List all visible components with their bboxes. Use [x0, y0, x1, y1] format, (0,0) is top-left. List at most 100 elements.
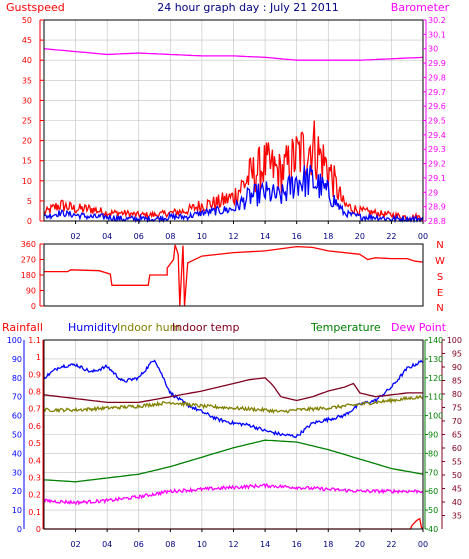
grid-lines — [44, 19, 423, 530]
series-indoor-hum — [43, 394, 424, 415]
x-tick-label: 10 — [197, 540, 207, 549]
x-tick-label: 04 — [102, 232, 112, 241]
gust-tick-label: 20 — [22, 137, 32, 146]
gust-tick-label: 15 — [22, 157, 32, 166]
dew-point-tick-label: 70 — [452, 417, 462, 426]
direction-tick-label: 0 — [31, 302, 36, 311]
gust-tick-label: 0 — [27, 217, 32, 226]
temperature-tick-label: 70 — [428, 468, 438, 477]
gust-tick-label: 5 — [27, 197, 32, 206]
humidity-tick-label: 100 — [7, 336, 22, 345]
gust-tick-label: 50 — [22, 16, 32, 25]
dew-point-tick-label: 65 — [452, 431, 462, 440]
series-lines — [43, 48, 424, 530]
humidity-tick-label: 70 — [12, 393, 22, 402]
legend-indoor-temp: Indoor temp — [172, 321, 239, 334]
x-tick-label: 14 — [260, 540, 270, 549]
dew-point-tick-label: 40 — [452, 498, 462, 507]
dew-point-tick-label: 100 — [447, 336, 462, 345]
x-tick-label: 18 — [323, 540, 333, 549]
gust-tick-label: 45 — [22, 36, 32, 45]
barometer-axis-label: Barometer — [391, 1, 450, 14]
temperature-tick-label: 110 — [428, 393, 443, 402]
barometer-tick-label: 29.8 — [428, 73, 446, 82]
dew-point-tick-label: 95 — [452, 350, 462, 359]
x-tick-label: 20 — [355, 540, 365, 549]
legend-indoor-hum: Indoor hum — [117, 321, 180, 334]
direction-tick-label: 360 — [21, 240, 36, 249]
compass-label: N — [436, 240, 443, 251]
series-dew-point — [43, 482, 424, 506]
rainfall-tick-label: 0.2 — [28, 491, 41, 500]
humidity-tick-label: 90 — [12, 355, 22, 364]
rainfall-tick-label: 0.8 — [28, 388, 41, 397]
x-tick-label: 08 — [165, 540, 175, 549]
legend-rainfall: Rainfall — [2, 321, 43, 334]
barometer-tick-label: 29.4 — [428, 131, 446, 140]
gust-tick-label: 35 — [22, 76, 32, 85]
rainfall-tick-label: 1.1 — [28, 336, 41, 345]
x-tick-label: 04 — [102, 540, 112, 549]
temperature-tick-label: 90 — [428, 431, 438, 440]
humidity-tick-label: 40 — [12, 449, 22, 458]
rainfall-tick-label: 0.5 — [28, 439, 41, 448]
dew-point-tick-label: 80 — [452, 390, 462, 399]
series-temperature — [43, 439, 424, 483]
panel-frames — [23, 19, 443, 530]
series-wind-speed — [43, 164, 424, 224]
series-wind-direction — [44, 244, 424, 307]
temperature-tick-label: 130 — [428, 355, 443, 364]
gustspeed-axis-label: Gustspeed — [6, 1, 65, 14]
compass-label: N — [436, 303, 443, 314]
x-tick-label: 20 — [355, 232, 365, 241]
barometer-tick-label: 28.9 — [428, 203, 446, 212]
barometer-tick-label: 30 — [428, 45, 438, 54]
gust-tick-label: 40 — [22, 56, 32, 65]
direction-tick-label: 180 — [21, 271, 36, 280]
x-tick-label: 06 — [134, 540, 144, 549]
gust-tick-label: 25 — [22, 117, 32, 126]
temperature-tick-label: 100 — [428, 412, 443, 421]
temperature-tick-label: 80 — [428, 449, 438, 458]
series-gustspeed — [43, 120, 424, 222]
gust-tick-label: 30 — [22, 96, 32, 105]
dew-point-tick-label: 50 — [452, 471, 462, 480]
x-tick-label: 16 — [292, 232, 302, 241]
x-tick-label: 02 — [70, 540, 80, 549]
humidity-tick-label: 50 — [12, 431, 22, 440]
humidity-tick-label: 80 — [12, 374, 22, 383]
dew-point-tick-label: 60 — [452, 444, 462, 453]
compass-label: W — [435, 256, 445, 267]
rainfall-tick-label: 0.4 — [28, 456, 41, 465]
temperature-tick-label: 120 — [428, 374, 443, 383]
x-tick-label: 00 — [418, 232, 428, 241]
dew-point-tick-label: 75 — [452, 404, 462, 413]
x-tick-label: 22 — [386, 232, 396, 241]
barometer-tick-label: 29.2 — [428, 160, 446, 169]
x-tick-label: 22 — [386, 540, 396, 549]
x-tick-label: 10 — [197, 232, 207, 241]
barometer-tick-label: 29 — [428, 188, 438, 197]
series-indoor-temp — [43, 377, 423, 404]
barometer-tick-label: 30.2 — [428, 16, 446, 25]
graph-title: 24 hour graph day : July 21 2011 — [157, 1, 339, 14]
direction-tick-label: 90 — [26, 287, 36, 296]
humidity-tick-label: 10 — [12, 506, 22, 515]
barometer-tick-label: 29.5 — [428, 117, 446, 126]
humidity-tick-label: 60 — [12, 412, 22, 421]
humidity-tick-label: 30 — [12, 468, 22, 477]
temperature-tick-label: 40 — [428, 525, 438, 534]
x-tick-label: 14 — [260, 232, 270, 241]
compass-label: S — [437, 272, 443, 283]
x-tick-label: 00 — [418, 540, 428, 549]
gust-tick-label: 10 — [22, 177, 32, 186]
barometer-tick-label: 29.1 — [428, 174, 446, 183]
temperature-tick-label: 140 — [428, 336, 443, 345]
x-tick-label: 02 — [70, 232, 80, 241]
dew-point-tick-label: 85 — [452, 377, 462, 386]
dew-point-tick-label: 45 — [452, 485, 462, 494]
humidity-tick-label: 20 — [12, 487, 22, 496]
